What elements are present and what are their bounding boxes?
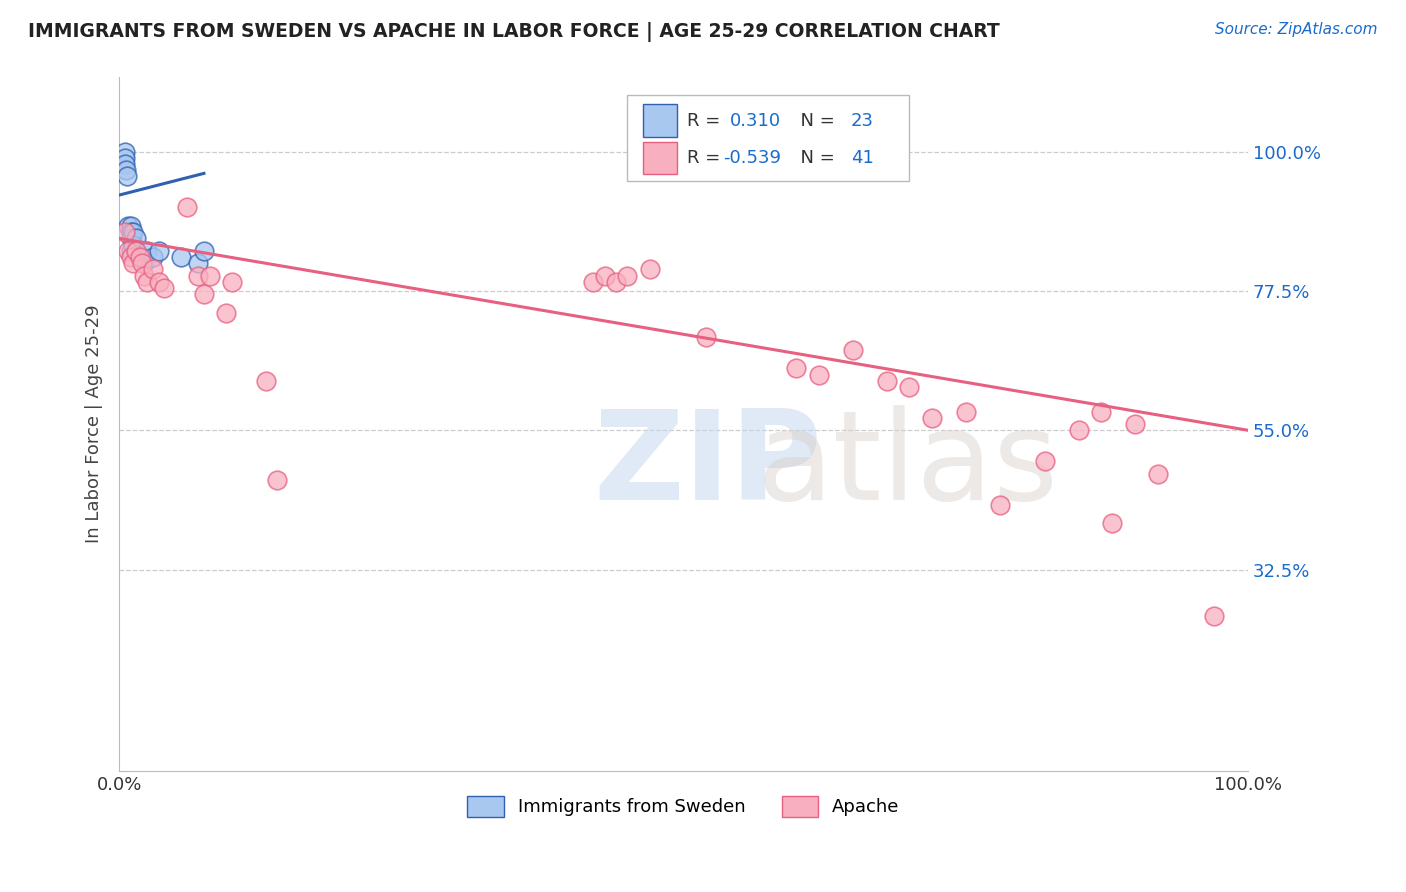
- Point: [695, 330, 717, 344]
- Point: [121, 225, 143, 239]
- Point: [221, 275, 243, 289]
- Text: 0.310: 0.310: [730, 112, 780, 129]
- Point: [131, 256, 153, 270]
- Point: [193, 244, 215, 258]
- FancyBboxPatch shape: [627, 95, 910, 181]
- Text: R =: R =: [688, 149, 725, 167]
- Point: [117, 244, 139, 258]
- Point: [132, 256, 155, 270]
- Point: [120, 219, 142, 233]
- Point: [638, 262, 661, 277]
- Point: [120, 231, 142, 245]
- Point: [115, 163, 138, 178]
- Point: [114, 225, 136, 239]
- Point: [582, 275, 605, 289]
- Point: [117, 219, 139, 233]
- Point: [1202, 609, 1225, 624]
- Point: [266, 473, 288, 487]
- Text: Source: ZipAtlas.com: Source: ZipAtlas.com: [1215, 22, 1378, 37]
- Point: [148, 275, 170, 289]
- Point: [1090, 405, 1112, 419]
- Point: [136, 244, 159, 258]
- Point: [120, 250, 142, 264]
- Point: [1067, 423, 1090, 437]
- Point: [1146, 467, 1168, 481]
- Point: [120, 225, 142, 239]
- Point: [121, 256, 143, 270]
- Text: N =: N =: [789, 112, 839, 129]
- Point: [593, 268, 616, 283]
- Point: [921, 410, 943, 425]
- Point: [605, 275, 627, 289]
- Point: [215, 306, 238, 320]
- Point: [114, 145, 136, 159]
- Point: [193, 287, 215, 301]
- Point: [142, 262, 165, 277]
- Point: [955, 405, 977, 419]
- Point: [988, 498, 1011, 512]
- Point: [1123, 417, 1146, 431]
- Point: [125, 244, 148, 258]
- Point: [120, 244, 142, 258]
- Point: [153, 281, 176, 295]
- FancyBboxPatch shape: [643, 142, 676, 174]
- Point: [785, 361, 807, 376]
- Point: [114, 157, 136, 171]
- Point: [1033, 454, 1056, 468]
- Point: [114, 151, 136, 165]
- Point: [254, 374, 277, 388]
- Point: [170, 250, 193, 264]
- Point: [128, 250, 150, 264]
- Text: atlas: atlas: [756, 405, 1059, 526]
- Point: [898, 380, 921, 394]
- Y-axis label: In Labor Force | Age 25-29: In Labor Force | Age 25-29: [86, 305, 103, 543]
- Text: 41: 41: [851, 149, 873, 167]
- Point: [125, 231, 148, 245]
- Text: IMMIGRANTS FROM SWEDEN VS APACHE IN LABOR FORCE | AGE 25-29 CORRELATION CHART: IMMIGRANTS FROM SWEDEN VS APACHE IN LABO…: [28, 22, 1000, 42]
- Point: [125, 244, 148, 258]
- Point: [1101, 516, 1123, 530]
- Text: N =: N =: [789, 149, 839, 167]
- Point: [148, 244, 170, 258]
- Text: ZIP: ZIP: [593, 405, 823, 526]
- Legend: Immigrants from Sweden, Apache: Immigrants from Sweden, Apache: [460, 789, 907, 824]
- Point: [876, 374, 898, 388]
- Point: [176, 201, 198, 215]
- Text: R =: R =: [688, 112, 731, 129]
- Point: [121, 237, 143, 252]
- Point: [842, 343, 865, 357]
- Point: [132, 268, 155, 283]
- FancyBboxPatch shape: [643, 104, 676, 136]
- Point: [187, 268, 209, 283]
- Point: [128, 250, 150, 264]
- Text: -0.539: -0.539: [723, 149, 782, 167]
- Point: [115, 169, 138, 184]
- Point: [142, 250, 165, 264]
- Point: [136, 275, 159, 289]
- Point: [198, 268, 221, 283]
- Point: [131, 250, 153, 264]
- Point: [616, 268, 638, 283]
- Point: [187, 256, 209, 270]
- Text: 23: 23: [851, 112, 873, 129]
- Point: [807, 368, 830, 382]
